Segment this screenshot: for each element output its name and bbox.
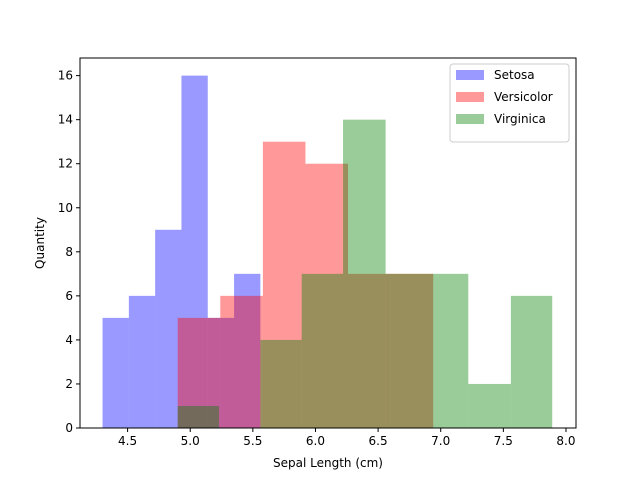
y-tick-label: 8: [65, 245, 73, 259]
histogram-bar: [343, 119, 386, 429]
x-tick-label: 6.5: [369, 434, 388, 448]
y-tick-label: 16: [58, 69, 73, 83]
y-tick-label: 0: [65, 421, 73, 435]
legend-label: Versicolor: [494, 90, 553, 104]
y-axis-ticks: 0 2 4 6 8 10 12 14 16: [58, 69, 80, 435]
y-tick-label: 14: [58, 113, 73, 127]
x-axis-ticks: 4.5 5.0 5.5 6.0 6.5 7.0 7.5 8.0: [118, 428, 576, 448]
histogram-bar: [181, 75, 208, 428]
bars-layer: [102, 75, 553, 429]
y-axis-label: Quantity: [33, 217, 47, 269]
histogram-bar: [207, 317, 235, 428]
x-tick-label: 5.0: [181, 434, 200, 448]
histogram-bar: [220, 295, 263, 428]
histogram-bar: [128, 295, 156, 428]
histogram-bar: [426, 273, 469, 428]
y-tick-label: 4: [65, 333, 73, 347]
plot-frame: [79, 57, 577, 429]
histogram-bar: [468, 383, 511, 428]
histogram-bar: [102, 317, 129, 428]
histogram-bar: [305, 163, 349, 428]
legend-swatch: [456, 70, 484, 80]
x-tick-label: 6.0: [306, 434, 325, 448]
x-tick-label: 7.5: [494, 434, 513, 448]
legend: Setosa Versicolor Virginica: [449, 63, 570, 143]
histogram-bar: [262, 141, 306, 428]
x-axis-label: Sepal Length (cm): [273, 456, 383, 470]
legend-box: [449, 63, 570, 143]
x-tick-label: 5.5: [243, 434, 262, 448]
legend-label: Setosa: [494, 68, 535, 82]
x-tick-label: 7.0: [431, 434, 450, 448]
legend-label: Virginica: [494, 112, 546, 126]
histogram-bar: [385, 273, 427, 428]
legend-swatch: [456, 92, 484, 102]
y-tick-label: 6: [65, 289, 73, 303]
x-tick-label: 8.0: [556, 434, 575, 448]
y-tick-label: 2: [65, 377, 73, 391]
y-tick-label: 12: [58, 157, 73, 171]
histogram-bar: [510, 295, 553, 428]
legend-swatch: [456, 114, 484, 124]
histogram-bar: [348, 273, 391, 428]
histogram-bar: [234, 273, 261, 428]
histogram-bar: [260, 339, 302, 428]
histogram-bar: [155, 229, 182, 428]
x-tick-label: 4.5: [118, 434, 137, 448]
y-tick-label: 10: [58, 201, 73, 215]
histogram-bar: [301, 273, 344, 428]
histogram-bar: [177, 317, 221, 428]
histogram-bar: [177, 405, 220, 428]
histogram-bar: [390, 273, 434, 428]
